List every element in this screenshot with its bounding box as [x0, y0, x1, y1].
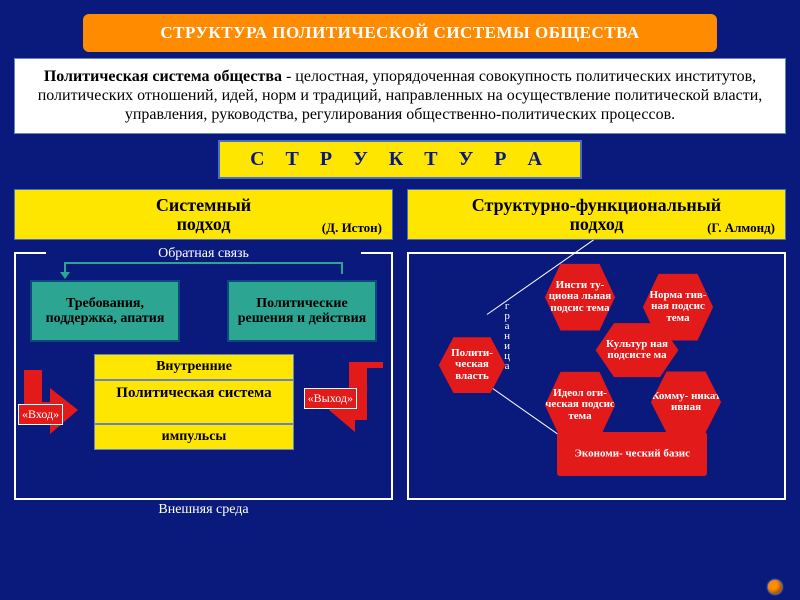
- hex-economic: Экономи- ческий базис: [557, 432, 707, 476]
- approaches-row: Системный подход (Д. Истон) Структурно-ф…: [14, 189, 786, 241]
- hex-institutional: Инсти ту- циона льная подсис тема: [541, 260, 619, 334]
- approach-structural: Структурно-функциональный подход (Г. Алм…: [407, 189, 786, 241]
- inner-label: Внутренние: [94, 354, 294, 380]
- impulses-label: импульсы: [94, 424, 294, 450]
- tag-input: «Вход»: [18, 404, 63, 425]
- approach-right-author: (Г. Алмонд): [707, 221, 775, 235]
- title-banner: СТРУКТУРА ПОЛИТИЧЕСКОЙ СИСТЕМЫ ОБЩЕСТВА: [83, 14, 716, 52]
- approach-right-line2: подход: [570, 215, 624, 235]
- approach-left-author: (Д. Истон): [322, 221, 382, 235]
- easton-panel: Обратная связь Требования, поддержка, ап…: [14, 252, 393, 500]
- approach-left-line1: Системный: [21, 196, 386, 216]
- hex-communicative: Комму- никат ивная: [647, 368, 725, 436]
- feedback-label: Обратная связь: [46, 246, 361, 262]
- diagrams-row: Обратная связь Требования, поддержка, ап…: [14, 252, 786, 500]
- box-decisions: Политические решения и действия: [227, 280, 377, 342]
- hex-power: Полити-ческая власть: [435, 334, 509, 396]
- definition-term: Политическая система общества: [44, 68, 282, 85]
- structure-chip: С Т Р У К Т У Р А: [218, 140, 582, 179]
- feedback-line-top: [64, 262, 343, 264]
- granica-label: граница: [501, 300, 513, 370]
- box-demands: Требования, поддержка, апатия: [30, 280, 180, 342]
- system-box: Политическая система: [94, 380, 294, 424]
- almond-panel: граница Полити-ческая власть Инсти ту- ц…: [407, 252, 786, 500]
- structure-row: С Т Р У К Т У Р А: [14, 140, 786, 179]
- environment-label: Внешняя среда: [16, 502, 391, 518]
- tag-output: «Выход»: [304, 388, 357, 409]
- approach-systemic: Системный подход (Д. Истон): [14, 189, 393, 241]
- feedback-line-right: [341, 262, 343, 274]
- feedback-arrowhead: [60, 272, 70, 279]
- hex-economic-label: Экономи- ческий базис: [574, 448, 690, 460]
- page-root: СТРУКТУРА ПОЛИТИЧЕСКОЙ СИСТЕМЫ ОБЩЕСТВА …: [0, 0, 800, 600]
- orange-dot-icon: [768, 580, 782, 594]
- approach-right-line1: Структурно-функциональный: [414, 196, 779, 216]
- definition-box: Политическая система общества - целостна…: [14, 58, 786, 134]
- approach-left-line2: подход: [177, 215, 231, 235]
